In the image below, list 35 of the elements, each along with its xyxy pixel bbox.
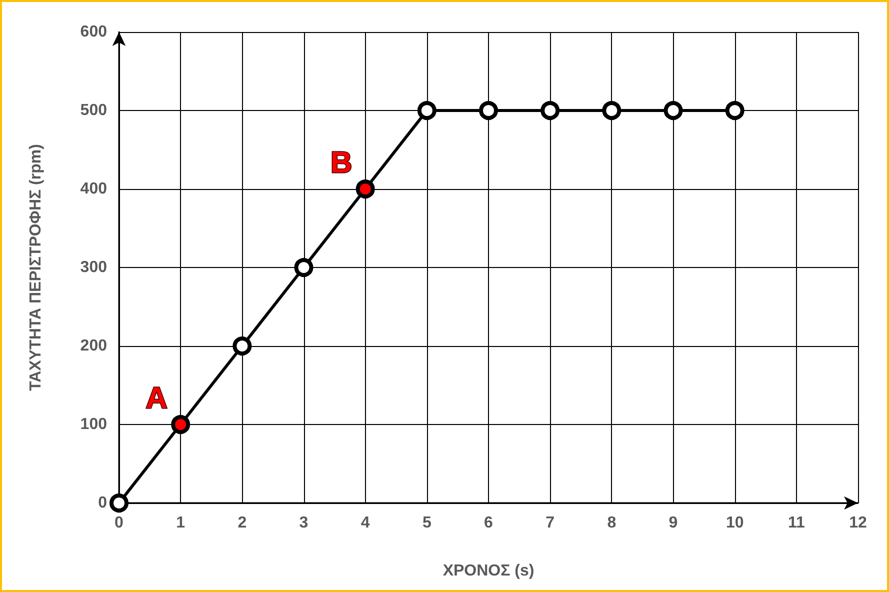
y-tick-label: 0 [98, 494, 108, 512]
x-tick-label: 1 [176, 514, 186, 532]
x-tick-label: 9 [668, 514, 678, 532]
x-tick-label: 2 [238, 514, 247, 532]
y-tick-label: 500 [80, 102, 108, 119]
x-axis-title: ΧΡΟΝΟΣ (s) [442, 562, 534, 580]
point [232, 336, 252, 356]
point [294, 258, 314, 277]
y-tick-label: 600 [80, 24, 108, 40]
y-tick-label: 100 [80, 416, 108, 433]
x-tick-label: 12 [849, 514, 867, 532]
x-tick-label: 6 [484, 514, 494, 532]
point [479, 101, 498, 120]
x-tick-label: 8 [607, 514, 616, 532]
x-tick-label: 4 [360, 514, 370, 532]
y-tick-label: 400 [80, 180, 108, 198]
point [171, 415, 190, 434]
x-tick-label: 11 [788, 514, 805, 532]
x-tick-label: 3 [299, 514, 308, 532]
point [725, 101, 744, 120]
point [356, 180, 375, 198]
y-tick-label: 300 [80, 259, 108, 276]
point [602, 101, 622, 120]
y-tick-label: 200 [80, 338, 108, 354]
point [664, 101, 683, 120]
y-axis-title: ΤΑΧΥΤΗΤΑ ΠΕΡΙΣΤΡΟΦΗΣ (rpm) [28, 144, 44, 391]
annotation: B [330, 146, 352, 180]
annotation: A [146, 382, 168, 415]
x-tick-label: 7 [546, 514, 555, 532]
point [417, 101, 436, 120]
point [540, 101, 560, 120]
x-tick-label: 5 [422, 514, 432, 532]
x-tick-label: 0 [114, 514, 124, 532]
x-tick-label: 10 [726, 514, 744, 532]
point [110, 494, 128, 512]
